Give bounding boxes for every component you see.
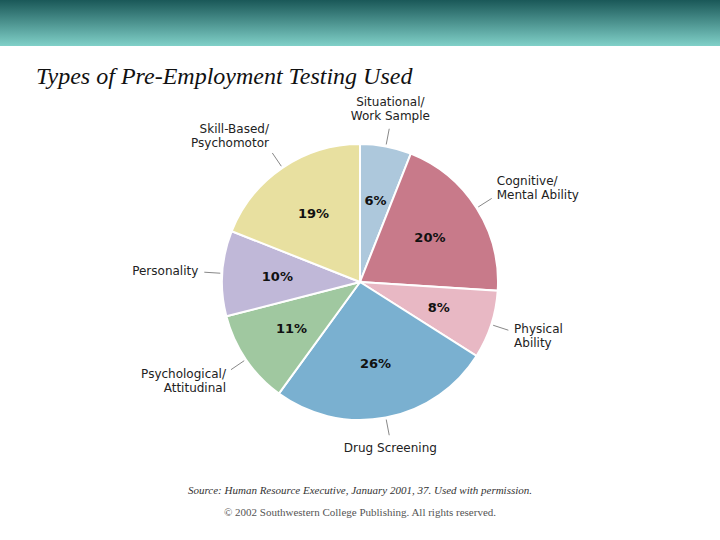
leader-line — [204, 272, 220, 273]
leader-line — [493, 325, 508, 330]
category-label: Personality — [132, 264, 198, 278]
data-label: 8% — [428, 300, 450, 315]
leader-line — [478, 198, 492, 207]
category-label: Drug Screening — [344, 441, 437, 455]
data-label: 20% — [414, 230, 445, 245]
data-label: 26% — [360, 356, 391, 371]
chart-container: Types of Pre-Employment Testing Used 6% Si… — [0, 0, 720, 540]
chart-svg: Types of Pre-Employment Testing Used 6% Si… — [0, 0, 720, 540]
labels: 6% Situational/Work Sample 20% Cognitive/Me… — [132, 95, 579, 455]
banner — [0, 0, 720, 46]
pie-slice — [360, 154, 498, 291]
category-label: PhysicalAbility — [514, 322, 563, 350]
pie — [222, 144, 498, 420]
leader-line — [272, 153, 281, 166]
data-label: 10% — [262, 269, 293, 284]
category-label: Skill-Based/Psychomotor — [191, 122, 270, 150]
leader-line — [386, 129, 389, 145]
annotation: © 2002 Southwestern College Publishing. … — [224, 506, 496, 518]
data-label: 6% — [364, 193, 386, 208]
leader-line — [386, 420, 389, 436]
leader-line — [231, 361, 244, 370]
category-label: Cognitive/Mental Ability — [497, 174, 579, 202]
title: Types of Pre-Employment Testing Used — [36, 63, 413, 89]
category-label: Situational/Work Sample — [351, 95, 430, 123]
category-label: Psychological/Attitudinal — [141, 367, 227, 395]
data-label: 11% — [276, 321, 307, 336]
pie-slice — [232, 144, 360, 282]
annotation: Source: Human Resource Executive, Januar… — [188, 484, 532, 496]
data-label: 19% — [298, 206, 329, 221]
